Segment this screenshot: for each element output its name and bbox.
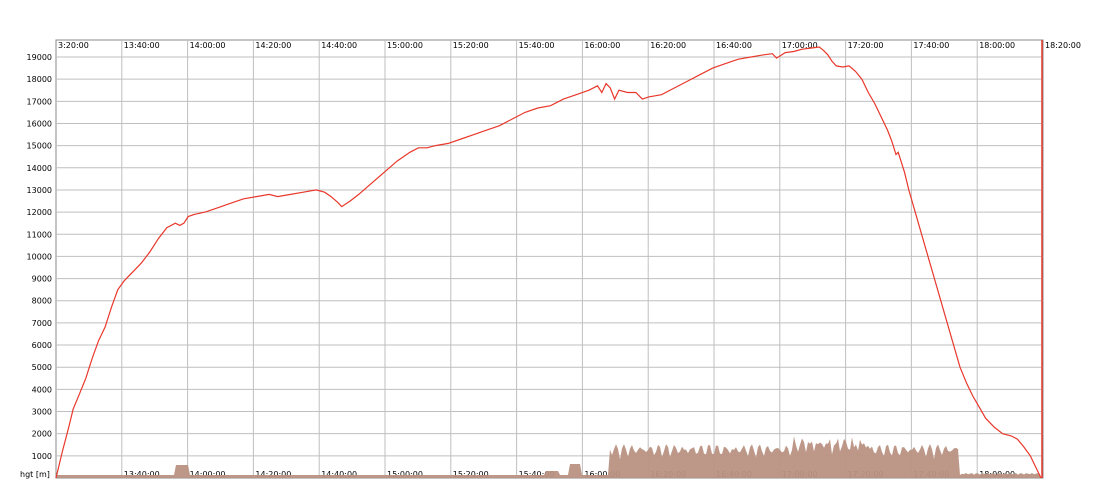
top-tick-label: 18:20:00	[1045, 41, 1081, 50]
bottom-tick-label: 15:20:00	[453, 470, 489, 479]
y-tick-label: 10000	[27, 252, 52, 261]
y-tick-label: 15000	[27, 142, 52, 151]
top-tick-label: 14:20:00	[255, 41, 291, 50]
plot-frame	[55, 39, 1044, 479]
top-tick-label: 14:40:00	[321, 41, 357, 50]
activity-area	[56, 436, 1041, 478]
bottom-tick-label: 14:40:00	[321, 470, 357, 479]
top-tick-label: 18:00:00	[979, 41, 1015, 50]
y-tick-label: 5000	[32, 363, 52, 372]
top-tick-label: 15:00:00	[387, 41, 423, 50]
top-tick-label: 16:40:00	[716, 41, 752, 50]
y-tick-label: 8000	[32, 297, 52, 306]
height-series-line	[55, 46, 1042, 479]
top-tick-label: 17:40:00	[913, 41, 949, 50]
y-tick-label: 4000	[32, 385, 52, 394]
top-tick-label: 15:40:00	[519, 41, 555, 50]
y-tick-label: 7000	[32, 319, 52, 328]
top-tick-label: 17:00:00	[782, 41, 818, 50]
y-tick-label: 19000	[27, 53, 52, 62]
y-tick-label: 3000	[32, 408, 52, 417]
bottom-tick-label: 15:00:00	[387, 470, 423, 479]
top-tick-label: 13:40:00	[124, 41, 160, 50]
bottom-tick-label: 15:40:00	[519, 470, 555, 479]
y-axis-unit-label: hgt [m]	[20, 470, 50, 479]
bottom-tick-label: 16:00:00	[584, 470, 620, 479]
top-tick-label: 15:20:00	[453, 41, 489, 50]
bottom-tick-label: 13:40:00	[124, 470, 160, 479]
y-tick-label: 13000	[27, 186, 52, 195]
y-tick-label: 11000	[27, 230, 52, 239]
y-tick-label: 12000	[27, 208, 52, 217]
top-tick-label: 14:00:00	[190, 41, 226, 50]
y-tick-label: 14000	[27, 164, 52, 173]
bottom-tick-label: 14:20:00	[255, 470, 291, 479]
y-tick-label: 16000	[27, 119, 52, 128]
y-tick-label: 6000	[32, 341, 52, 350]
top-tick-label: 16:20:00	[650, 41, 686, 50]
top-tick-label: 16:00:00	[584, 41, 620, 50]
top-tick-label: 17:20:00	[848, 41, 884, 50]
y-tick-label: 18000	[27, 75, 52, 84]
top-tick-label: 3:20:00	[58, 41, 89, 50]
y-tick-label: 1000	[32, 452, 52, 461]
bottom-tick-label: 14:00:00	[190, 470, 226, 479]
y-tick-label: 2000	[32, 430, 52, 439]
y-tick-label: 9000	[32, 275, 52, 284]
y-tick-label: 17000	[27, 97, 52, 106]
